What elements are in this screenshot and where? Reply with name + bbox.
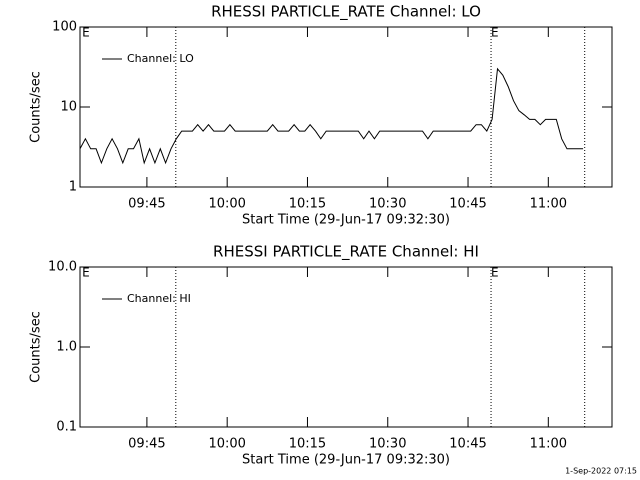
legend-label: Channel: LO bbox=[127, 52, 194, 65]
y-tick-label: 0.1 bbox=[56, 420, 77, 435]
y-tick-label: 1.0 bbox=[56, 340, 77, 355]
y-tick-label: 10 bbox=[60, 100, 77, 115]
data-line bbox=[79, 67, 584, 165]
legend-label: Channel: HI bbox=[127, 292, 191, 305]
x-axis-label: Start Time (29-Jun-17 09:32:30) bbox=[242, 213, 450, 228]
x-tick-label: 10:00 bbox=[208, 197, 245, 212]
x-tick-label: 10:30 bbox=[369, 197, 406, 212]
x-tick-label: 10:30 bbox=[369, 437, 406, 452]
x-axis-label: Start Time (29-Jun-17 09:32:30) bbox=[242, 453, 450, 468]
x-tick-label: 10:00 bbox=[208, 437, 245, 452]
event-label: E bbox=[82, 266, 90, 280]
y-tick-label: 10.0 bbox=[48, 260, 77, 275]
event-label: E bbox=[491, 26, 499, 40]
timestamp: 1-Sep-2022 07:15 bbox=[565, 467, 637, 476]
chart-title: RHESSI PARTICLE_RATE Channel: HI bbox=[213, 243, 479, 262]
x-tick-label: 10:45 bbox=[449, 437, 486, 452]
event-label: E bbox=[491, 266, 499, 280]
x-tick-label: 09:45 bbox=[128, 197, 165, 212]
x-tick-label: 11:00 bbox=[530, 197, 567, 212]
y-tick-label: 100 bbox=[52, 20, 77, 35]
x-tick-label: 09:45 bbox=[128, 437, 165, 452]
y-axis-label: Counts/sec bbox=[29, 311, 44, 383]
chart-title: RHESSI PARTICLE_RATE Channel: LO bbox=[211, 3, 481, 22]
y-tick-label: 1 bbox=[69, 180, 77, 195]
x-tick-label: 10:15 bbox=[289, 197, 326, 212]
x-tick-label: 10:45 bbox=[449, 197, 486, 212]
y-axis-label: Counts/sec bbox=[29, 71, 44, 143]
x-tick-label: 11:00 bbox=[530, 437, 567, 452]
x-tick-label: 10:15 bbox=[289, 437, 326, 452]
event-label: E bbox=[82, 26, 90, 40]
